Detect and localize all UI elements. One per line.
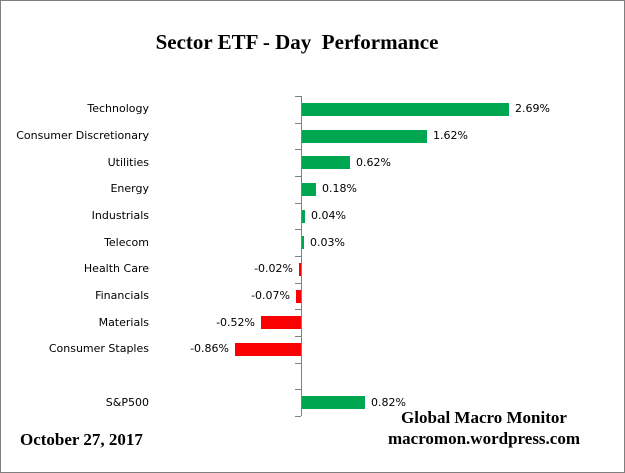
axis-tick xyxy=(295,176,301,177)
category-label-health-care: Health Care xyxy=(83,262,149,275)
credits-line1: Global Macro Monitor xyxy=(401,408,567,427)
credits-block: Global Macro Monitor macromon.wordpress.… xyxy=(388,407,580,449)
y-axis-line xyxy=(301,96,302,416)
value-label-consumer-discretionary: 1.62% xyxy=(433,129,468,142)
bar-s-p500 xyxy=(302,396,365,409)
axis-tick xyxy=(295,229,301,230)
category-label-consumer-staples: Consumer Staples xyxy=(48,342,149,355)
bar-telecom xyxy=(302,236,304,249)
bar-materials xyxy=(261,316,301,329)
axis-tick xyxy=(295,123,301,124)
axis-tick xyxy=(295,389,301,390)
chart-title: Sector ETF - Day Performance xyxy=(155,30,439,54)
value-label-industrials: 0.04% xyxy=(311,209,346,222)
axis-tick xyxy=(295,203,301,204)
bar-financials xyxy=(296,290,301,303)
axis-tick xyxy=(295,283,301,284)
axis-tick xyxy=(295,256,301,257)
value-label-energy: 0.18% xyxy=(322,182,357,195)
date-label: October 27, 2017 xyxy=(20,430,143,449)
value-label-financials: -0.07% xyxy=(251,289,290,302)
category-label-consumer-discretionary: Consumer Discretionary xyxy=(16,129,149,142)
category-label-energy: Energy xyxy=(110,182,149,195)
value-label-telecom: 0.03% xyxy=(310,236,345,249)
axis-tick xyxy=(295,309,301,310)
axis-tick xyxy=(295,149,301,150)
category-label-technology: Technology xyxy=(87,102,149,115)
value-label-technology: 2.69% xyxy=(515,102,550,115)
value-label-consumer-staples: -0.86% xyxy=(190,342,229,355)
bar-energy xyxy=(302,183,316,196)
value-label-health-care: -0.02% xyxy=(254,262,293,275)
category-label-industrials: Industrials xyxy=(91,209,149,222)
category-label-materials: Materials xyxy=(98,316,149,329)
bar-health-care xyxy=(299,263,301,276)
category-label-utilities: Utilities xyxy=(107,156,149,169)
category-label-s-p500: S&P500 xyxy=(105,396,149,409)
bar-technology xyxy=(302,103,509,116)
value-label-s-p500: 0.82% xyxy=(371,396,406,409)
value-label-materials: -0.52% xyxy=(216,316,255,329)
category-label-telecom: Telecom xyxy=(104,236,149,249)
value-label-utilities: 0.62% xyxy=(356,156,391,169)
bar-industrials xyxy=(302,210,305,223)
category-label-financials: Financials xyxy=(95,289,149,302)
bar-utilities xyxy=(302,156,350,169)
axis-tick xyxy=(295,96,301,97)
credits-line2: macromon.wordpress.com xyxy=(387,429,581,448)
axis-tick xyxy=(295,336,301,337)
bar-consumer-staples xyxy=(235,343,301,356)
axis-tick xyxy=(295,363,301,364)
axis-tick xyxy=(295,416,301,417)
bar-consumer-discretionary xyxy=(302,130,427,143)
